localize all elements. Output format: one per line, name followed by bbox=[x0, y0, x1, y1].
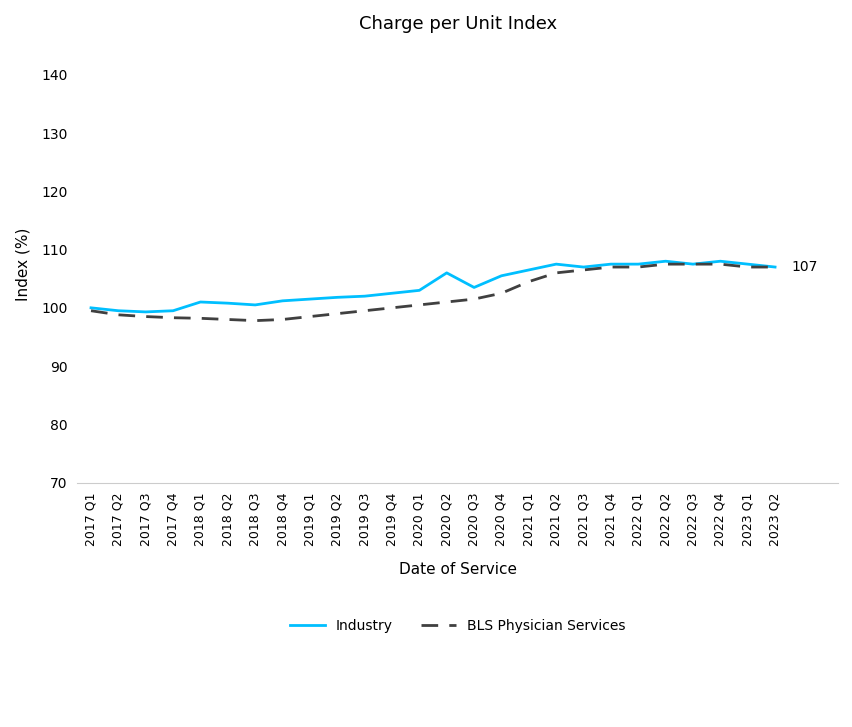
Line: Industry: Industry bbox=[91, 261, 774, 312]
Industry bbox=[659, 257, 670, 265]
BLS Physician Services bbox=[441, 297, 452, 306]
BLS Physician Services bbox=[86, 306, 96, 315]
Title: Charge per Unit Index: Charge per Unit Index bbox=[358, 15, 556, 33]
Industry bbox=[441, 268, 452, 277]
BLS Physician Services bbox=[659, 260, 670, 268]
BLS Physician Services bbox=[632, 262, 642, 271]
Industry bbox=[359, 292, 369, 300]
X-axis label: Date of Service: Date of Service bbox=[398, 563, 516, 577]
Industry bbox=[222, 299, 233, 308]
BLS Physician Services bbox=[523, 277, 533, 286]
Industry bbox=[578, 262, 588, 271]
BLS Physician Services bbox=[605, 262, 615, 271]
BLS Physician Services bbox=[222, 315, 233, 324]
BLS Physician Services bbox=[687, 260, 697, 268]
Line: BLS Physician Services: BLS Physician Services bbox=[91, 264, 774, 321]
Industry bbox=[550, 260, 561, 268]
BLS Physician Services bbox=[578, 265, 588, 274]
BLS Physician Services bbox=[195, 314, 205, 323]
Legend: Industry, BLS Physician Services: Industry, BLS Physician Services bbox=[285, 614, 630, 639]
BLS Physician Services bbox=[250, 316, 260, 325]
Industry bbox=[277, 297, 287, 305]
BLS Physician Services bbox=[387, 303, 397, 312]
Industry bbox=[742, 260, 752, 268]
BLS Physician Services bbox=[113, 310, 124, 319]
Industry bbox=[331, 293, 342, 302]
Industry bbox=[387, 289, 397, 297]
BLS Physician Services bbox=[168, 313, 178, 322]
BLS Physician Services bbox=[550, 268, 561, 277]
BLS Physician Services bbox=[496, 289, 506, 297]
Industry bbox=[250, 300, 260, 309]
BLS Physician Services bbox=[359, 306, 369, 315]
BLS Physician Services bbox=[331, 309, 342, 318]
BLS Physician Services bbox=[277, 315, 287, 324]
Industry bbox=[469, 283, 479, 292]
BLS Physician Services bbox=[414, 300, 424, 309]
BLS Physician Services bbox=[141, 312, 151, 321]
Y-axis label: Index (%): Index (%) bbox=[15, 228, 30, 301]
Industry bbox=[523, 265, 533, 274]
Industry bbox=[113, 306, 124, 315]
Industry bbox=[304, 294, 314, 303]
BLS Physician Services bbox=[304, 312, 314, 321]
BLS Physician Services bbox=[469, 294, 479, 303]
BLS Physician Services bbox=[714, 260, 724, 268]
Text: 107: 107 bbox=[791, 260, 817, 274]
Industry bbox=[195, 297, 205, 306]
Industry bbox=[168, 306, 178, 315]
BLS Physician Services bbox=[769, 262, 780, 271]
BLS Physician Services bbox=[742, 262, 752, 271]
Industry bbox=[714, 257, 724, 265]
Industry bbox=[496, 271, 506, 280]
Industry bbox=[769, 262, 780, 271]
Industry bbox=[687, 260, 697, 268]
Industry bbox=[86, 303, 96, 312]
Industry bbox=[414, 286, 424, 294]
Industry bbox=[141, 308, 151, 316]
Industry bbox=[632, 260, 642, 268]
Industry bbox=[605, 260, 615, 268]
